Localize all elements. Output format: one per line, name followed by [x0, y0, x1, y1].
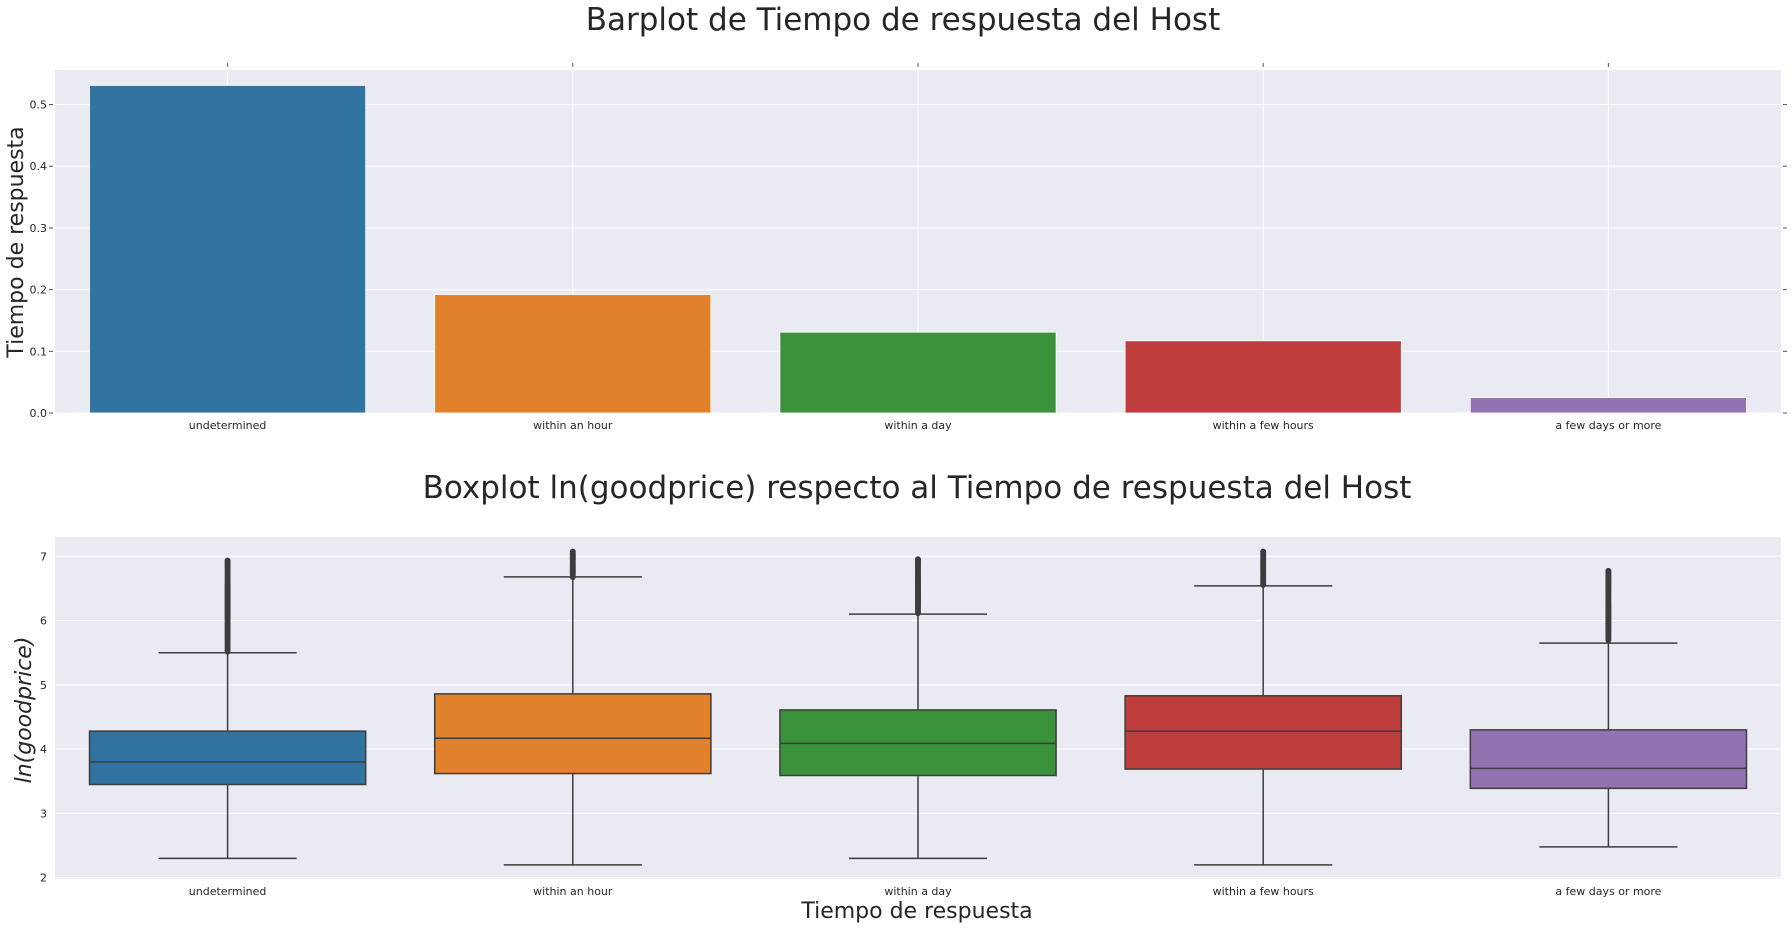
box-x-tick-label: within an hour — [533, 885, 613, 898]
bar-y-tick-label: 0.3 — [30, 222, 48, 235]
box-y-axis-label: ln(goodprice) — [12, 637, 37, 784]
box-y-tick-label: 7 — [40, 550, 47, 563]
bar-x-tick-label: within a few hours — [1213, 419, 1314, 432]
box — [88, 557, 367, 860]
box-outliers — [224, 557, 231, 655]
box-outlier-point — [1605, 636, 1612, 644]
box-outliers — [1260, 548, 1267, 588]
bar-chart-title: Barplot de Tiempo de respuesta del Host — [586, 2, 1221, 38]
box — [433, 548, 712, 866]
bar — [1124, 340, 1402, 414]
box-outliers — [1605, 567, 1612, 644]
bar-y-tick-label: 0.5 — [30, 99, 48, 112]
bar — [434, 294, 712, 414]
box — [1124, 548, 1403, 866]
box-x-axis-label: Tiempo de respuesta — [800, 899, 1032, 924]
box-outliers — [569, 548, 576, 581]
box-outlier-point — [1260, 581, 1267, 588]
box-outlier-point — [569, 573, 576, 581]
bar-y-tick-label: 0.0 — [30, 407, 48, 420]
box-y-tick-label: 5 — [40, 679, 47, 692]
bar-x-tick-label: within a day — [884, 419, 952, 432]
box-y-tick-label: 4 — [40, 743, 47, 756]
box-iqr — [433, 693, 712, 775]
box-outlier-point — [224, 648, 231, 655]
bar-y-axis-label: Tiempo de respuesta — [4, 126, 29, 358]
bar-y-tick-label: 0.4 — [30, 160, 48, 173]
box-y-tick-label: 6 — [40, 615, 47, 628]
box-outliers — [915, 556, 921, 617]
bar-y-tick-label: 0.2 — [30, 284, 48, 297]
box-iqr — [88, 730, 367, 786]
bar-y-tick-label: 0.1 — [30, 345, 48, 358]
box-y-tick-label: 2 — [40, 872, 47, 885]
box-x-tick-label: within a day — [884, 885, 952, 898]
box-chart-title: Boxplot ln(goodprice) respecto al Tiempo… — [423, 470, 1412, 506]
bar — [89, 85, 367, 414]
box — [779, 556, 1057, 860]
bar — [779, 331, 1057, 414]
box-iqr — [1124, 695, 1403, 770]
bar-x-tick-label: within an hour — [533, 419, 613, 432]
bar-x-tick-label: undetermined — [189, 419, 267, 432]
box — [1469, 567, 1748, 848]
box-x-tick-label: undetermined — [189, 885, 267, 898]
bar — [1469, 397, 1747, 414]
box-y-tick-label: 3 — [40, 807, 47, 820]
box-iqr — [1469, 729, 1748, 790]
bar-x-tick-label: a few days or more — [1555, 419, 1661, 432]
box-x-tick-label: within a few hours — [1213, 885, 1314, 898]
box-x-tick-label: a few days or more — [1555, 885, 1661, 898]
box-outlier-point — [915, 609, 921, 617]
